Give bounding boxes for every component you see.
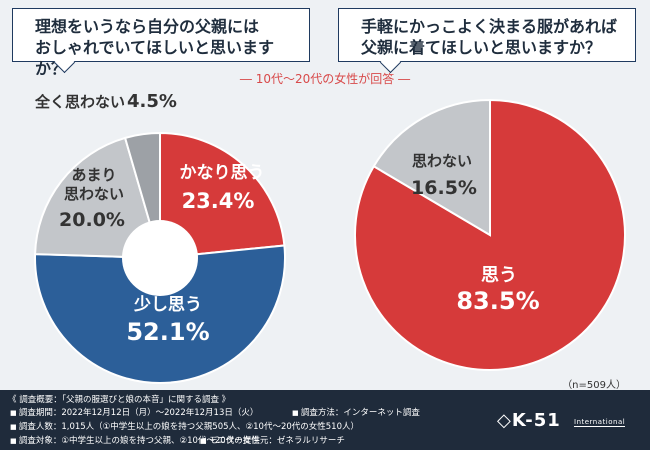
label-amari-2: 思わない bbox=[64, 185, 124, 203]
question-2-text: 手軽にかっこよく決まる服があれば 父親に着てほしいと思いますか？ bbox=[361, 17, 618, 57]
label-amari-1: あまり bbox=[71, 166, 116, 184]
footer-provider: モニター提供元：ゼネラルリサーチ bbox=[200, 434, 345, 446]
question-1-text: 理想をいうなら自分の父親には おしゃれでいてほしいと思いますか？ bbox=[35, 17, 275, 78]
value-omowanai: 16.5% bbox=[411, 177, 477, 199]
question-2-box: 手軽にかっこよく決まる服があれば 父親に着てほしいと思いますか？ bbox=[338, 8, 636, 74]
donut-hole bbox=[122, 220, 198, 296]
question-1-box: 理想をいうなら自分の父親には おしゃれでいてほしいと思いますか？ bbox=[12, 8, 310, 78]
footer-period: 調査期間：2022年12月12日（月）～2022年12月13日（火） bbox=[10, 406, 259, 418]
label-sukoshi: 少し思う bbox=[133, 295, 202, 315]
footer-method: 調査方法：インターネット調査 bbox=[292, 406, 420, 418]
pie-slice-2 bbox=[34, 136, 162, 260]
pie-slice-1 bbox=[34, 244, 286, 384]
footer-target: 調査対象：①中学生以上の娘を持つ父親、②10代～20代の女性 bbox=[10, 434, 260, 446]
company-logo-sub: International bbox=[574, 418, 626, 427]
value-sukoshi: 52.1% bbox=[126, 318, 209, 346]
sample-size: （n=509人） bbox=[562, 380, 626, 391]
value-kanari: 23.4% bbox=[182, 189, 255, 213]
respondent-note: ― 10代～20代の女性が回答 ― bbox=[239, 72, 411, 86]
footer-count: 調査人数：1,015人（①中学生以上の娘を持つ父親505人、②10代～20代の女… bbox=[10, 420, 359, 432]
pie-slice-1 bbox=[372, 98, 491, 237]
label-omou: 思う bbox=[481, 265, 517, 286]
company-logo: ◇K-51 bbox=[497, 410, 561, 431]
label-mattaku: 全く思わない bbox=[34, 93, 125, 111]
value-omou: 83.5% bbox=[456, 287, 539, 315]
survey-footer: 《 調査概要：「父親の服選びと娘の本音」に関する調査 》 調査期間：2022年1… bbox=[0, 390, 650, 450]
label-omowanai: 思わない bbox=[412, 152, 472, 170]
value-amari: 20.0% bbox=[59, 209, 125, 231]
pie-slice-0 bbox=[159, 131, 286, 260]
footer-title: 《 調査概要：「父親の服選びと娘の本音」に関する調査 》 bbox=[8, 395, 231, 405]
value-mattaku: 4.5% bbox=[127, 91, 177, 112]
label-kanari: かなり思う bbox=[180, 163, 265, 183]
